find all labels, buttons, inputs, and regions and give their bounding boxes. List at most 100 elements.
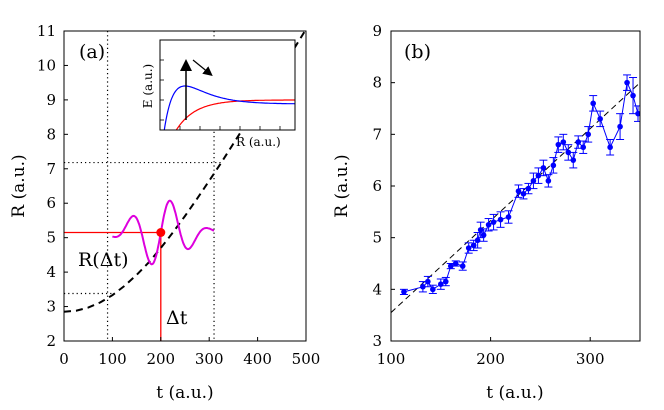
- data-marker: [565, 149, 572, 156]
- data-point: [539, 159, 548, 177]
- data-point: [451, 260, 460, 267]
- data-marker: [505, 214, 512, 220]
- data-point: [584, 126, 593, 143]
- data-point: [569, 151, 578, 169]
- data-marker: [470, 242, 477, 249]
- panel-a-frame: [63, 30, 307, 342]
- panel-b-curves: [391, 74, 640, 313]
- data-point: [524, 182, 533, 195]
- data-point: [441, 276, 450, 287]
- panel-a-ylabel: R (a.u.): [9, 154, 29, 217]
- panel-b-xtick-label: 100: [377, 350, 406, 368]
- data-marker: [540, 165, 547, 171]
- data-marker: [474, 237, 481, 244]
- panel-b-ytick-label: 3: [372, 332, 382, 350]
- data-marker: [425, 278, 431, 285]
- panel-b-ytick-label: 9: [372, 22, 382, 40]
- data-marker: [465, 245, 472, 251]
- inset-repulsive-curve: [175, 99, 295, 130]
- data-marker: [575, 139, 582, 145]
- data-marker: [535, 172, 542, 179]
- panel-a-xtick-label: 100: [98, 350, 127, 368]
- data-point: [423, 275, 432, 288]
- data-marker: [490, 219, 497, 225]
- panel-a-ytick-label: 9: [46, 91, 56, 109]
- panel-a-ytick-label: 5: [46, 229, 56, 247]
- dissociation-arrow: [192, 59, 213, 77]
- data-marker: [447, 263, 454, 269]
- panel-a-xlabel: t (a.u.): [156, 383, 213, 403]
- panel-a-xtick-label: 400: [243, 350, 272, 368]
- data-marker: [480, 232, 487, 238]
- panel-b-ytick-label: 5: [372, 229, 382, 247]
- data-point: [616, 113, 625, 140]
- data-point: [623, 74, 632, 91]
- panel-b-xtick-label: 300: [576, 350, 605, 368]
- data-marker: [485, 221, 492, 228]
- data-marker: [570, 157, 577, 163]
- data-point: [484, 218, 493, 232]
- panel-b-ytick-label: 7: [372, 125, 382, 143]
- data-marker: [630, 92, 636, 99]
- r-delta-t-marker: [156, 228, 166, 237]
- panel-a-xtick-label: 0: [59, 350, 69, 368]
- data-point: [428, 284, 437, 294]
- data-point: [489, 213, 498, 231]
- data-marker: [560, 139, 567, 145]
- data-point: [579, 140, 588, 154]
- data-point: [549, 157, 558, 174]
- data-marker: [590, 100, 596, 107]
- data-marker: [617, 123, 623, 130]
- panel-b-ytick-label: 4: [372, 280, 382, 298]
- panel-a-ytick-label: 2: [46, 332, 56, 350]
- data-marker: [459, 263, 466, 269]
- panel-b-label: (b): [404, 41, 431, 63]
- panel-b-xlabel: t (a.u.): [486, 383, 543, 403]
- panel-a-xtick-label: 200: [146, 350, 175, 368]
- panel-a-ytick-label: 6: [46, 194, 56, 212]
- panel-b-xtick-label: 200: [476, 350, 505, 368]
- panel-b-ticks: 100 200 300 3 4 5 6 7 8 9: [372, 22, 604, 368]
- data-point: [399, 288, 408, 295]
- inset-xlabel: R (a.u.): [236, 135, 281, 149]
- panel-a-ytick-label: 3: [46, 298, 56, 316]
- data-marker: [530, 178, 537, 184]
- annotation-delta-t: Δt: [166, 307, 188, 329]
- data-point: [564, 144, 573, 161]
- panel-b: 100 200 300 3 4 5 6 7 8 9 (b) t (a.u.) R (a.u.): [332, 22, 641, 403]
- panel-a-ytick-label: 8: [46, 125, 56, 143]
- panel-a: 0 100 200 300 400 500 2 3 4 5 6 7 8 9 10 11 (a) t (a.u.…: [9, 22, 320, 403]
- data-marker: [580, 144, 587, 151]
- data-point: [496, 211, 505, 228]
- inset-ylabel: E (a.u.): [141, 64, 155, 108]
- data-marker: [585, 131, 592, 138]
- panel-b-frame: [390, 30, 641, 342]
- data-point: [464, 242, 473, 254]
- data-point: [554, 136, 563, 153]
- data-marker: [430, 286, 436, 293]
- data-marker: [624, 79, 630, 86]
- data-marker: [520, 190, 527, 197]
- data-marker: [550, 162, 557, 169]
- data-marker: [597, 116, 603, 122]
- data-marker: [525, 185, 532, 192]
- wavepacket-line: [112, 199, 215, 266]
- panel-a-label: (a): [79, 41, 105, 63]
- panel-a-ytick-label: 7: [46, 160, 56, 178]
- panel-a-xtick-label: 500: [292, 350, 321, 368]
- inset-bound-curve: [163, 85, 295, 130]
- inset-curves: [163, 85, 295, 130]
- data-marker: [477, 227, 484, 233]
- inset-frame: [159, 39, 296, 131]
- annotation-r-delta-t: R(Δt): [78, 249, 129, 271]
- panel-a-reference-lines: [64, 31, 222, 341]
- data-point: [504, 210, 513, 224]
- panel-b-ylabel: R (a.u.): [332, 154, 352, 217]
- data-point: [559, 133, 568, 151]
- data-point: [529, 172, 538, 190]
- inset-potential-curves: E (a.u.) R (a.u.): [141, 39, 296, 149]
- data-marker: [442, 278, 449, 285]
- data-marker: [607, 144, 613, 151]
- data-point: [589, 95, 598, 112]
